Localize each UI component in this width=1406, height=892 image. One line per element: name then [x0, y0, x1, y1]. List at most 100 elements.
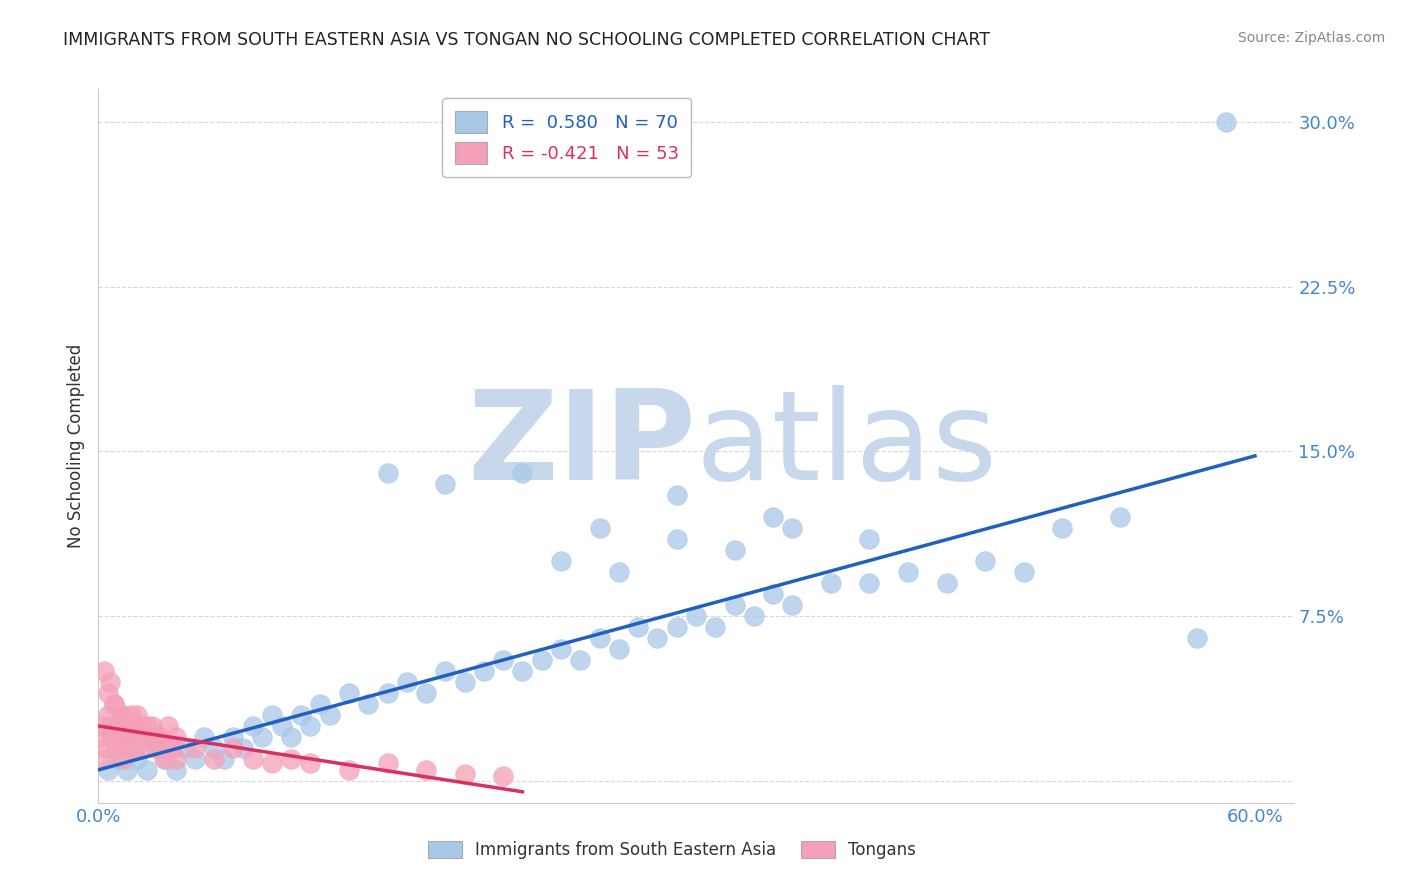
Point [453, 767, 475, 781]
Point [145, 740, 167, 755]
Point [782, 521, 804, 535]
Point [762, 510, 785, 524]
Point [145, 730, 167, 744]
Point [1215, 115, 1237, 129]
Point [377, 467, 399, 481]
Point [94, 740, 117, 755]
Point [160, 740, 183, 755]
Point [588, 521, 610, 535]
Point [270, 719, 292, 733]
Point [242, 719, 264, 733]
Point [155, 752, 177, 766]
Point [762, 587, 785, 601]
Text: ZIP: ZIP [467, 385, 696, 507]
Point [174, 740, 197, 755]
Point [1012, 566, 1035, 580]
Point [232, 740, 254, 755]
Point [135, 763, 157, 777]
Point [309, 697, 332, 711]
Point [98, 719, 121, 733]
Point [93, 664, 115, 678]
Point [1109, 510, 1132, 524]
Point [165, 730, 187, 744]
Text: IMMIGRANTS FROM SOUTH EASTERN ASIA VS TONGAN NO SCHOOLING COMPLETED CORRELATION : IMMIGRANTS FROM SOUTH EASTERN ASIA VS TO… [63, 31, 990, 49]
Point [569, 653, 592, 667]
Point [415, 686, 437, 700]
Point [242, 752, 264, 766]
Point [202, 752, 225, 766]
Text: Source: ZipAtlas.com: Source: ZipAtlas.com [1237, 31, 1385, 45]
Point [492, 769, 515, 783]
Point [453, 675, 475, 690]
Point [337, 763, 360, 777]
Point [117, 763, 139, 777]
Point [193, 730, 215, 744]
Point [129, 719, 152, 733]
Point [704, 620, 727, 634]
Point [97, 708, 120, 723]
Point [377, 686, 399, 700]
Point [153, 752, 176, 766]
Point [184, 752, 207, 766]
Point [319, 708, 342, 723]
Point [117, 740, 139, 755]
Point [858, 576, 880, 591]
Point [155, 740, 177, 755]
Point [260, 756, 283, 771]
Point [512, 664, 534, 678]
Point [165, 763, 187, 777]
Point [1050, 521, 1073, 535]
Point [149, 730, 172, 744]
Point [377, 756, 399, 771]
Point [97, 686, 120, 700]
Point [299, 756, 322, 771]
Point [222, 740, 245, 755]
Point [280, 730, 302, 744]
Point [647, 631, 669, 645]
Point [125, 730, 148, 744]
Point [782, 598, 804, 612]
Point [685, 609, 707, 624]
Point [107, 752, 129, 766]
Point [108, 719, 131, 733]
Point [125, 752, 148, 766]
Point [103, 697, 125, 711]
Point [107, 730, 129, 744]
Point [112, 752, 135, 766]
Point [415, 763, 437, 777]
Point [550, 554, 572, 568]
Point [665, 488, 688, 502]
Point [723, 598, 745, 612]
Point [665, 620, 688, 634]
Point [141, 719, 163, 733]
Point [1185, 631, 1208, 645]
Point [184, 740, 207, 755]
Point [512, 467, 534, 481]
Point [110, 708, 132, 723]
Point [627, 620, 650, 634]
Point [104, 740, 127, 755]
Point [337, 686, 360, 700]
Point [974, 554, 997, 568]
Point [118, 730, 141, 744]
Point [118, 719, 141, 733]
Point [472, 664, 495, 678]
Point [98, 675, 121, 690]
Point [93, 752, 115, 766]
Point [89, 730, 111, 744]
Point [492, 653, 515, 667]
Point [134, 740, 156, 755]
Y-axis label: No Schooling Completed: No Schooling Completed [66, 344, 84, 548]
Point [212, 752, 235, 766]
Point [434, 664, 457, 678]
Point [97, 763, 120, 777]
Point [135, 719, 157, 733]
Point [530, 653, 553, 667]
Point [122, 719, 145, 733]
Point [91, 719, 114, 733]
Point [145, 740, 167, 755]
Point [290, 708, 312, 723]
Point [138, 730, 160, 744]
Point [299, 719, 322, 733]
Point [114, 719, 136, 733]
